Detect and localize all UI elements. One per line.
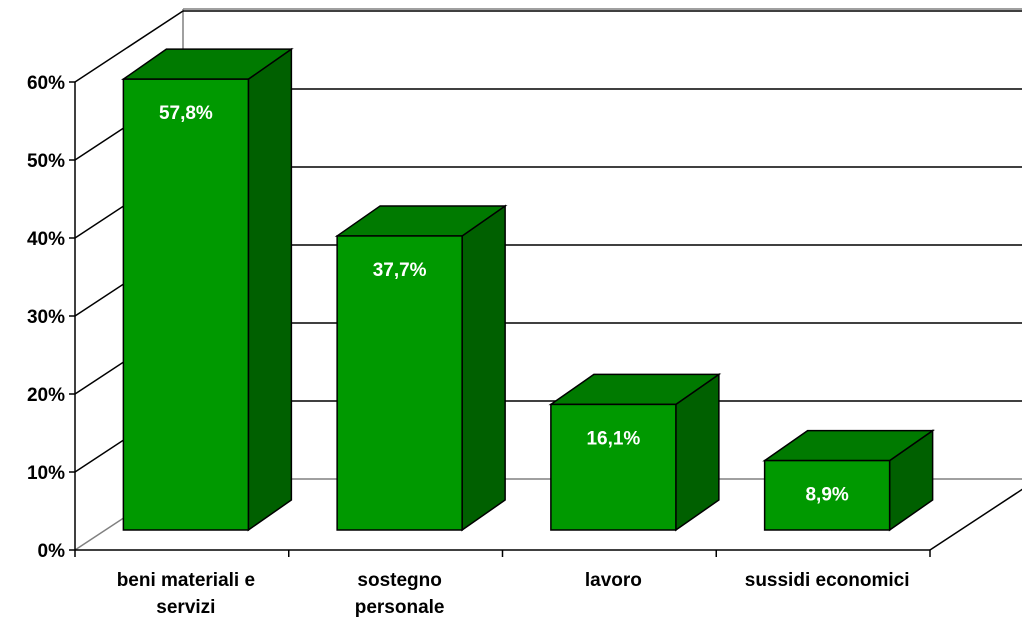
bar-front bbox=[122, 78, 250, 531]
category-label: sussidi economici bbox=[745, 570, 910, 591]
y-tick-label: 40% bbox=[27, 229, 65, 250]
y-tick-label: 30% bbox=[27, 307, 65, 328]
bar-2 bbox=[548, 372, 722, 532]
bar-side bbox=[247, 47, 293, 532]
bar-side bbox=[461, 204, 506, 532]
gridline-side-60% bbox=[74, 10, 184, 83]
bars bbox=[120, 47, 936, 532]
data-label: 16,1% bbox=[586, 428, 640, 449]
bar-front bbox=[763, 459, 891, 531]
y-tick-label: 60% bbox=[27, 73, 65, 94]
axes bbox=[69, 81, 931, 557]
bar-front bbox=[550, 403, 677, 531]
labels: 0% 10% 20% 30% 40% 50% 60% 57,8% 37,7% 16,1% 8,9% b… bbox=[27, 73, 910, 618]
category-label: sostegno bbox=[357, 570, 441, 591]
y-tick-label: 10% bbox=[27, 463, 65, 484]
data-label: 37,7% bbox=[373, 260, 427, 281]
y-tick-label: 20% bbox=[27, 385, 65, 406]
bar-front bbox=[336, 235, 463, 531]
data-label: 8,9% bbox=[805, 485, 848, 506]
category-label: servizi bbox=[156, 597, 215, 618]
y-tick-label: 0% bbox=[38, 541, 66, 562]
data-label: 57,8% bbox=[159, 103, 213, 124]
category-label: beni materiali e bbox=[117, 570, 255, 591]
floor-right-edge bbox=[929, 488, 1022, 551]
bar-1 bbox=[334, 204, 508, 532]
category-label: personale bbox=[355, 597, 445, 618]
bar-3 bbox=[762, 429, 936, 532]
y-tick-label: 50% bbox=[27, 151, 65, 172]
category-label: lavoro bbox=[585, 570, 642, 591]
bar-0 bbox=[120, 47, 294, 532]
